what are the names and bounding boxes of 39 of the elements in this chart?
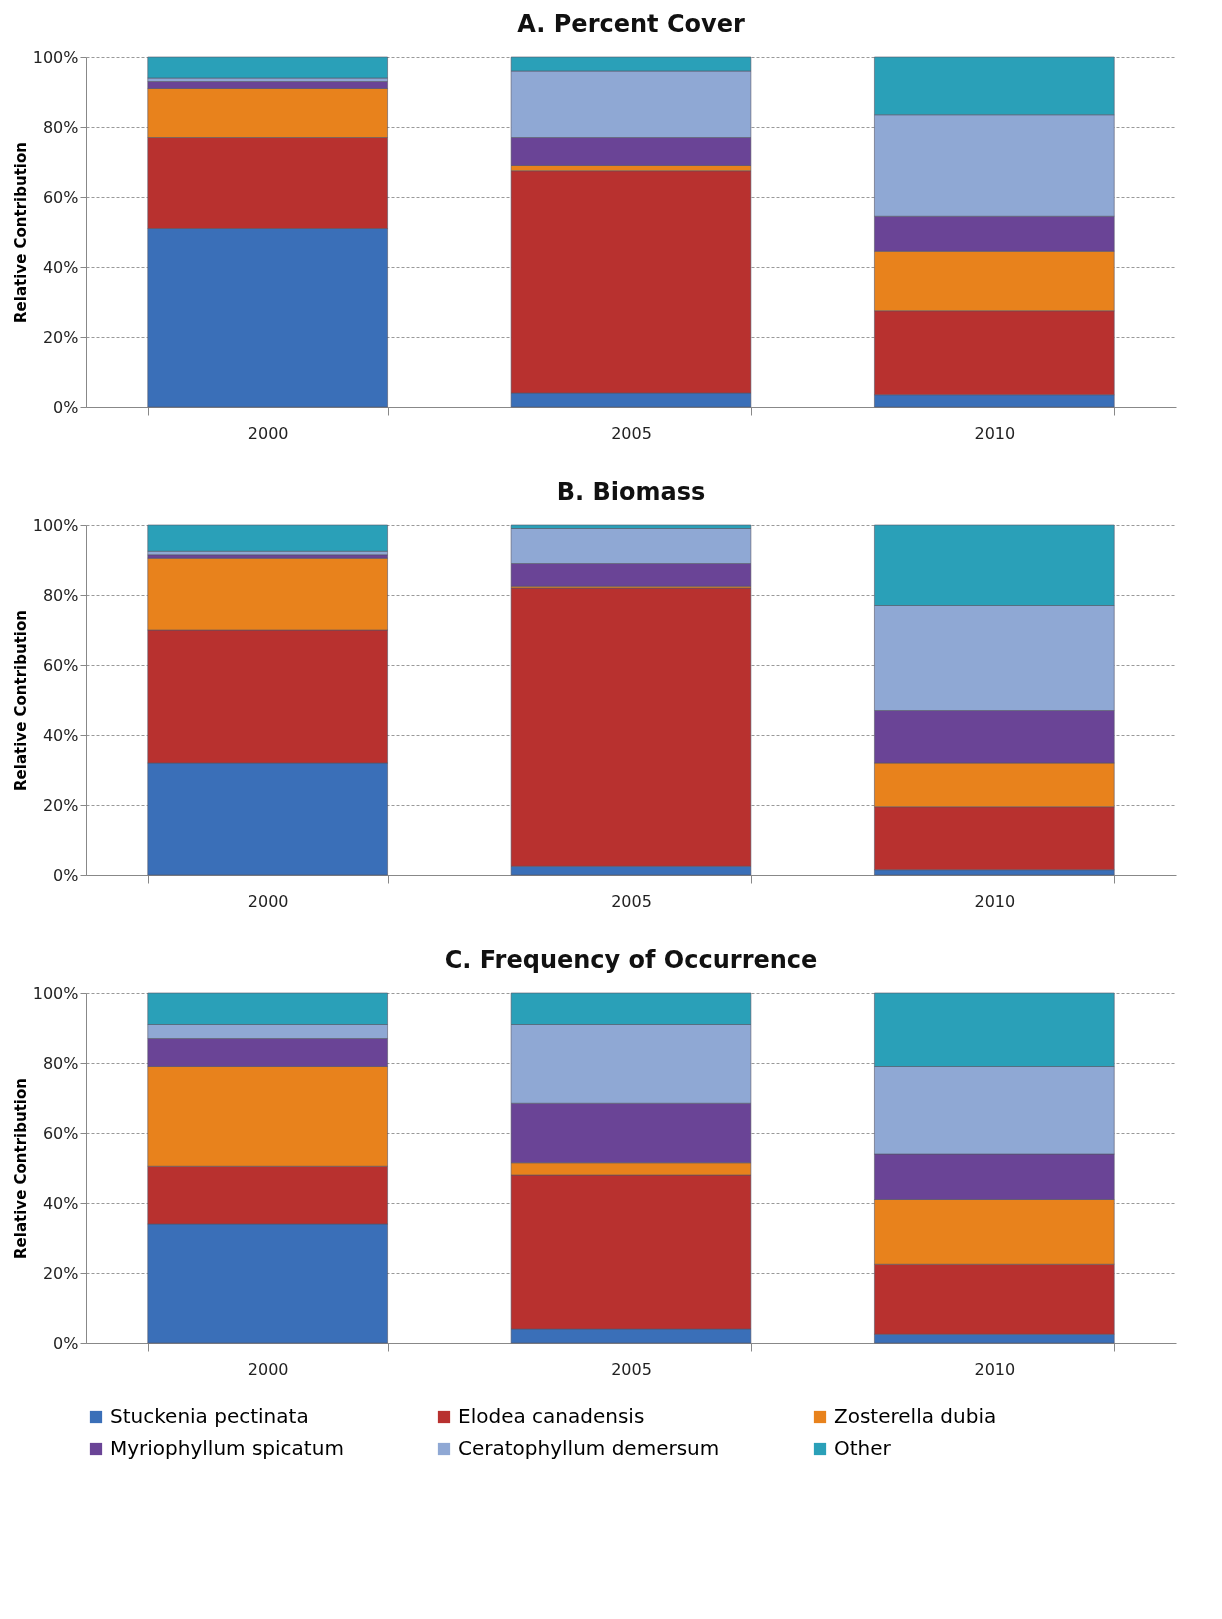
y-tick-label: 0%	[53, 865, 79, 885]
chart-title: C. Frequency of Occurrence	[444, 946, 818, 974]
x-tick-label: 2000	[247, 423, 289, 443]
y-tick-label: 0%	[53, 397, 79, 417]
x-tick-label: 2010	[974, 1359, 1016, 1379]
y-tick-label: 60%	[42, 1123, 79, 1143]
x-tick-label: 2000	[247, 1359, 289, 1379]
y-tick-label: 20%	[42, 795, 79, 815]
y-tick-label: 80%	[42, 585, 79, 605]
x-tick-label: 2010	[974, 891, 1016, 911]
y-tick-label: 100%	[32, 983, 79, 1003]
y-tick-label: 40%	[42, 1193, 79, 1213]
y-tick-label: 0%	[53, 1333, 79, 1353]
y-tick-label: 20%	[42, 1263, 79, 1283]
x-tick-label: 2005	[611, 1359, 652, 1379]
legend-label: Ceratophyllum demersum	[458, 1436, 720, 1460]
legend-label: Other	[834, 1436, 892, 1460]
legend-label: Myriophyllum spicatum	[110, 1436, 344, 1460]
y-tick-label: 80%	[42, 117, 79, 137]
x-tick-label: 2005	[611, 891, 652, 911]
legend-label: Zosterella dubia	[834, 1404, 997, 1428]
y-axis-title: Relative Contribution	[11, 1078, 30, 1259]
y-tick-label: 60%	[42, 187, 79, 207]
y-tick-label: 100%	[32, 515, 79, 535]
y-axis-title: Relative Contribution	[11, 142, 30, 323]
x-tick-label: 2005	[611, 423, 652, 443]
y-tick-label: 20%	[42, 327, 79, 347]
y-axis-title: Relative Contribution	[11, 610, 30, 791]
legend-label: Elodea canadensis	[458, 1404, 645, 1428]
y-tick-label: 40%	[42, 257, 79, 277]
y-tick-label: 80%	[42, 1053, 79, 1073]
x-tick-label: 2010	[974, 423, 1016, 443]
x-tick-label: 2000	[247, 891, 289, 911]
chart-title: B. Biomass	[556, 478, 706, 506]
y-tick-label: 60%	[42, 655, 79, 675]
legend-label: Stuckenia pectinata	[110, 1404, 309, 1428]
chart-title: A. Percent Cover	[517, 10, 745, 38]
y-tick-label: 40%	[42, 725, 79, 745]
y-tick-label: 100%	[32, 47, 79, 67]
